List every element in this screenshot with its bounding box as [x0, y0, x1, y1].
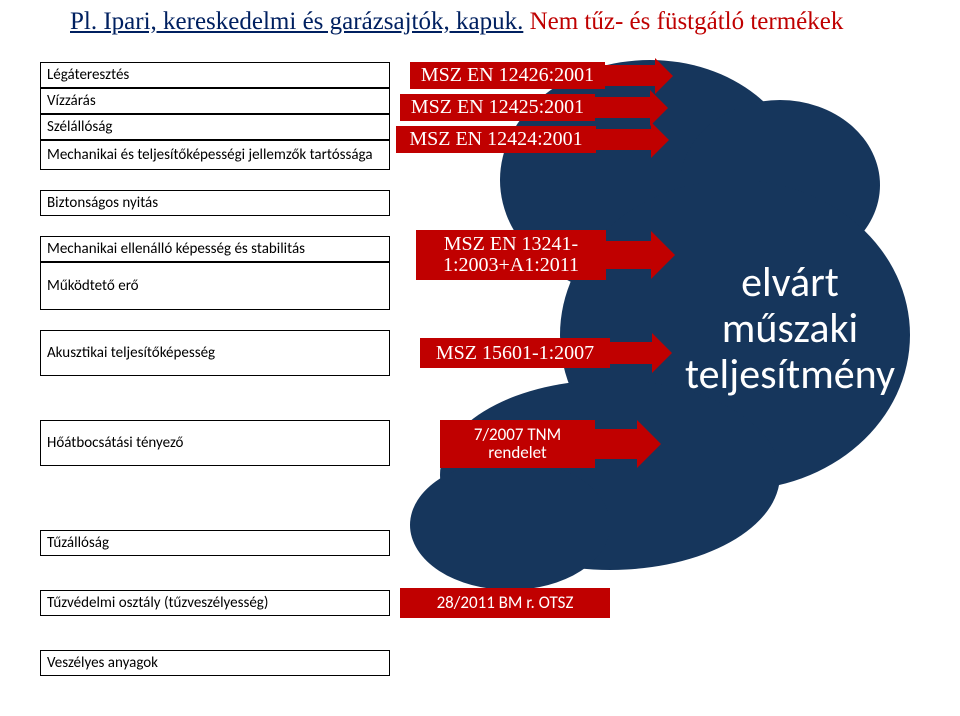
arrow-tag-13241	[606, 236, 675, 274]
arrow-tag-12426	[605, 62, 673, 89]
cloud-bubble	[410, 460, 610, 590]
cell-tuzallosag: Tűzállóság	[40, 530, 390, 556]
cell-mech-stab: Mechanikai ellenálló képesség és stabili…	[40, 236, 390, 262]
title-part-1: Pl. Ipari, kereskedelmi és garázsajtók, …	[70, 8, 523, 35]
cell-vizzaras: Vízzárás	[40, 88, 390, 114]
tag-7-2007: 7/2007 TNMrendelet	[440, 420, 595, 468]
cell-tuzvedelmi: Tűzvédelmi osztály (tűzveszélyesség)	[40, 590, 390, 616]
arrow-tag-15601	[610, 338, 672, 368]
cell-veszelyes: Veszélyes anyagok	[40, 650, 390, 676]
cell-mech-tartossag: Mechanikai és teljesítőképességi jellemz…	[40, 140, 390, 170]
title-part-2: Nem tűz- és füstgátló termékek	[523, 8, 843, 35]
tag-15601: MSZ 15601-1:2007	[420, 338, 610, 368]
tag-12424: MSZ EN 12424:2001	[396, 126, 596, 153]
tag-12425: MSZ EN 12425:2001	[400, 94, 595, 121]
page-title: Pl. Ipari, kereskedelmi és garázsajtók, …	[70, 8, 843, 36]
cell-szelallosag: Szélállóság	[40, 114, 390, 140]
cell-hoatbocsatas: Hőátbocsátási tényező	[40, 420, 390, 466]
arrow-tag-12425	[595, 94, 668, 121]
cell-mukodteto: Működtető erő	[40, 262, 390, 310]
tag-12426: MSZ EN 12426:2001	[410, 62, 605, 89]
cell-biztonsagos: Biztonságos nyitás	[40, 190, 390, 216]
arrow-tag-12424	[596, 126, 669, 153]
cloud-text: elvártműszakiteljesítmény	[640, 260, 940, 399]
arrow-tag-7-2007	[595, 424, 661, 464]
tag-13241: MSZ EN 13241-1:2003+A1:2011	[416, 230, 606, 280]
cell-legateresztes: Légáteresztés	[40, 62, 390, 88]
cell-akusztikai: Akusztikai teljesítőképesség	[40, 330, 390, 376]
tag-28-2011: 28/2011 BM r. OTSZ	[400, 588, 610, 618]
